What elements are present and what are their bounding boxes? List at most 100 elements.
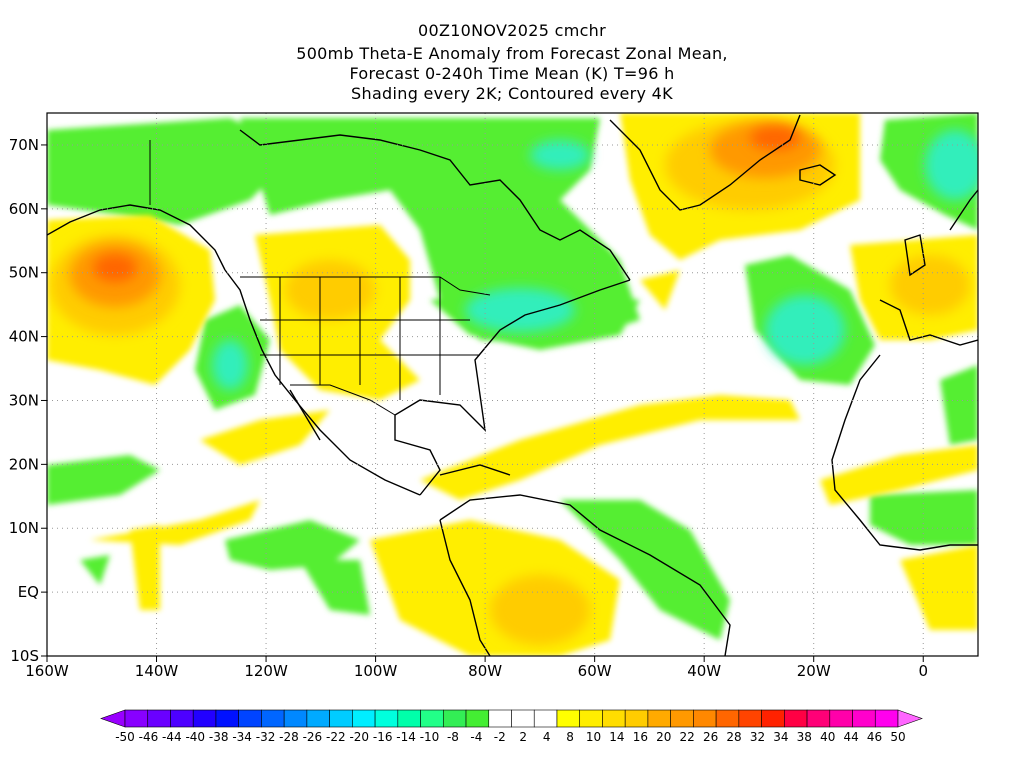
lon-tick-label: 160W xyxy=(25,662,69,680)
colorbar-swatch xyxy=(147,709,171,728)
shade-teal-canada-north xyxy=(530,140,590,170)
colorbar-label: -38 xyxy=(209,730,229,744)
shade-teal-west-coast xyxy=(212,340,248,390)
shade-green-canada xyxy=(240,118,640,345)
coast-south-america-west xyxy=(439,519,491,656)
colorbar-swatch xyxy=(647,709,671,728)
colorbar-label: 34 xyxy=(773,730,788,744)
coast-europe xyxy=(879,299,978,346)
border-us-canada xyxy=(240,276,491,296)
colorbar-swatch xyxy=(488,709,512,728)
colorbar-label: 14 xyxy=(609,730,624,744)
coast-alaska xyxy=(47,204,226,271)
colorbar-label: 22 xyxy=(680,730,695,744)
colorbar-label: -8 xyxy=(447,730,459,744)
colorbar-swatch xyxy=(261,709,285,728)
lon-tick-label: 20W xyxy=(797,662,831,680)
title-line-4: Shading every 2K; Contoured every 4K xyxy=(351,84,673,103)
shade-yellow-africa-sahel xyxy=(820,445,978,505)
coast-greenland xyxy=(609,114,801,211)
shading-layer xyxy=(47,113,978,656)
shade-green-africa-north xyxy=(940,365,978,445)
colorbar-label: -34 xyxy=(232,730,252,744)
colorbar-swatch xyxy=(306,709,330,728)
lon-tick-label: 0 xyxy=(918,662,928,680)
colorbar-swatch xyxy=(442,709,467,728)
lat-tick-label: 70N xyxy=(9,136,39,154)
colorbar-labels: -50 -46 -44 -40 -38 -34 -32 -28 -26 -22 -20 -16 -14-… xyxy=(115,730,905,744)
colorbar-swatch xyxy=(556,709,581,728)
shade-green-caribbean xyxy=(560,500,730,640)
colorbar-swatch xyxy=(670,709,694,728)
title-line-2: 500mb Theta-E Anomaly from Forecast Zona… xyxy=(296,44,728,63)
colorbar-label: -44 xyxy=(162,730,182,744)
shade-yellow-pacific-south xyxy=(130,525,160,610)
colorbar-swatch xyxy=(352,709,376,728)
colorbar-label: -28 xyxy=(279,730,299,744)
colorbar-label: -26 xyxy=(303,730,323,744)
colorbar xyxy=(100,709,923,728)
shade-yellow-subtropical-band xyxy=(420,395,800,500)
colorbar-label: -4 xyxy=(470,730,482,744)
colorbar-swatch xyxy=(124,709,149,728)
colorbar-swatch xyxy=(533,709,558,728)
shade-green-pacific-small xyxy=(80,555,110,585)
lon-tick-label: 80W xyxy=(468,662,502,680)
colorbar-swatch xyxy=(738,709,762,728)
colorbar-swatch xyxy=(784,709,808,728)
shade-teal-mid-atlantic xyxy=(765,295,845,365)
colorbar-arrow-right xyxy=(897,709,923,728)
colorbar-label: 16 xyxy=(633,730,648,744)
us-states-2 xyxy=(260,319,480,356)
shade-yellow-africa-south xyxy=(900,545,978,630)
colorbar-label: 46 xyxy=(867,730,882,744)
us-states-1 xyxy=(279,277,441,400)
colorbar-swatch xyxy=(420,709,444,728)
shade-green-tropical-pacific-3 xyxy=(300,560,370,615)
coast-uk xyxy=(904,234,926,277)
colorbar-label: 40 xyxy=(820,730,835,744)
colorbar-swatch xyxy=(579,709,603,728)
lat-tick-label: 60N xyxy=(9,200,39,218)
colorbar-label: -40 xyxy=(185,730,205,744)
title-line-3: Forecast 0-240h Time Mean (K) T=96 h xyxy=(349,64,675,83)
colorbar-swatch xyxy=(715,709,740,728)
shade-teal-northeast-us xyxy=(465,288,575,332)
shade-gold-europe xyxy=(890,255,970,315)
coast-cuba xyxy=(439,464,511,476)
colorbar-label: -16 xyxy=(373,730,393,744)
colorbar-swatch xyxy=(397,709,421,728)
colorbar-label: 38 xyxy=(797,730,812,744)
colorbar-swatch xyxy=(693,709,717,728)
coast-south-america xyxy=(439,494,731,656)
lon-tick-label: 100W xyxy=(354,662,398,680)
lon-axis-labels: 160W 140W 120W 100W 80W 60W 40W 20W 0 xyxy=(25,662,928,680)
border-us-mexico xyxy=(290,384,396,416)
colorbar-label: 26 xyxy=(703,730,718,744)
shade-green-tropical-pacific-2 xyxy=(225,520,360,570)
shade-yellow-mexico-band xyxy=(200,410,330,465)
shade-darkorange-greenland xyxy=(750,126,800,150)
lat-tick-label: 10S xyxy=(10,647,39,665)
coast-iceland xyxy=(799,164,837,186)
colorbar-swatch xyxy=(283,709,308,728)
colorbar-label: 44 xyxy=(844,730,859,744)
colorbar-swatch xyxy=(170,709,194,728)
coast-scandinavia xyxy=(949,189,978,231)
colorbar-label: 4 xyxy=(543,730,551,744)
colorbar-label: 28 xyxy=(726,730,741,744)
colorbar-swatch xyxy=(329,709,353,728)
tick-marks xyxy=(41,144,924,662)
shade-gold-south-america xyxy=(490,575,590,645)
lat-tick-label: 10N xyxy=(9,519,39,537)
colorbar-swatch xyxy=(374,709,399,728)
lon-tick-label: 40W xyxy=(687,662,721,680)
colorbar-swatch xyxy=(806,709,831,728)
lat-tick-label: 50N xyxy=(9,264,39,282)
title-line-1: 00Z10NOV2025 cmchr xyxy=(417,21,606,40)
colorbar-swatch xyxy=(852,709,876,728)
shade-yellow-atlantic-bit xyxy=(640,270,680,310)
lat-tick-label: 40N xyxy=(9,328,39,346)
gridlines xyxy=(47,113,978,656)
